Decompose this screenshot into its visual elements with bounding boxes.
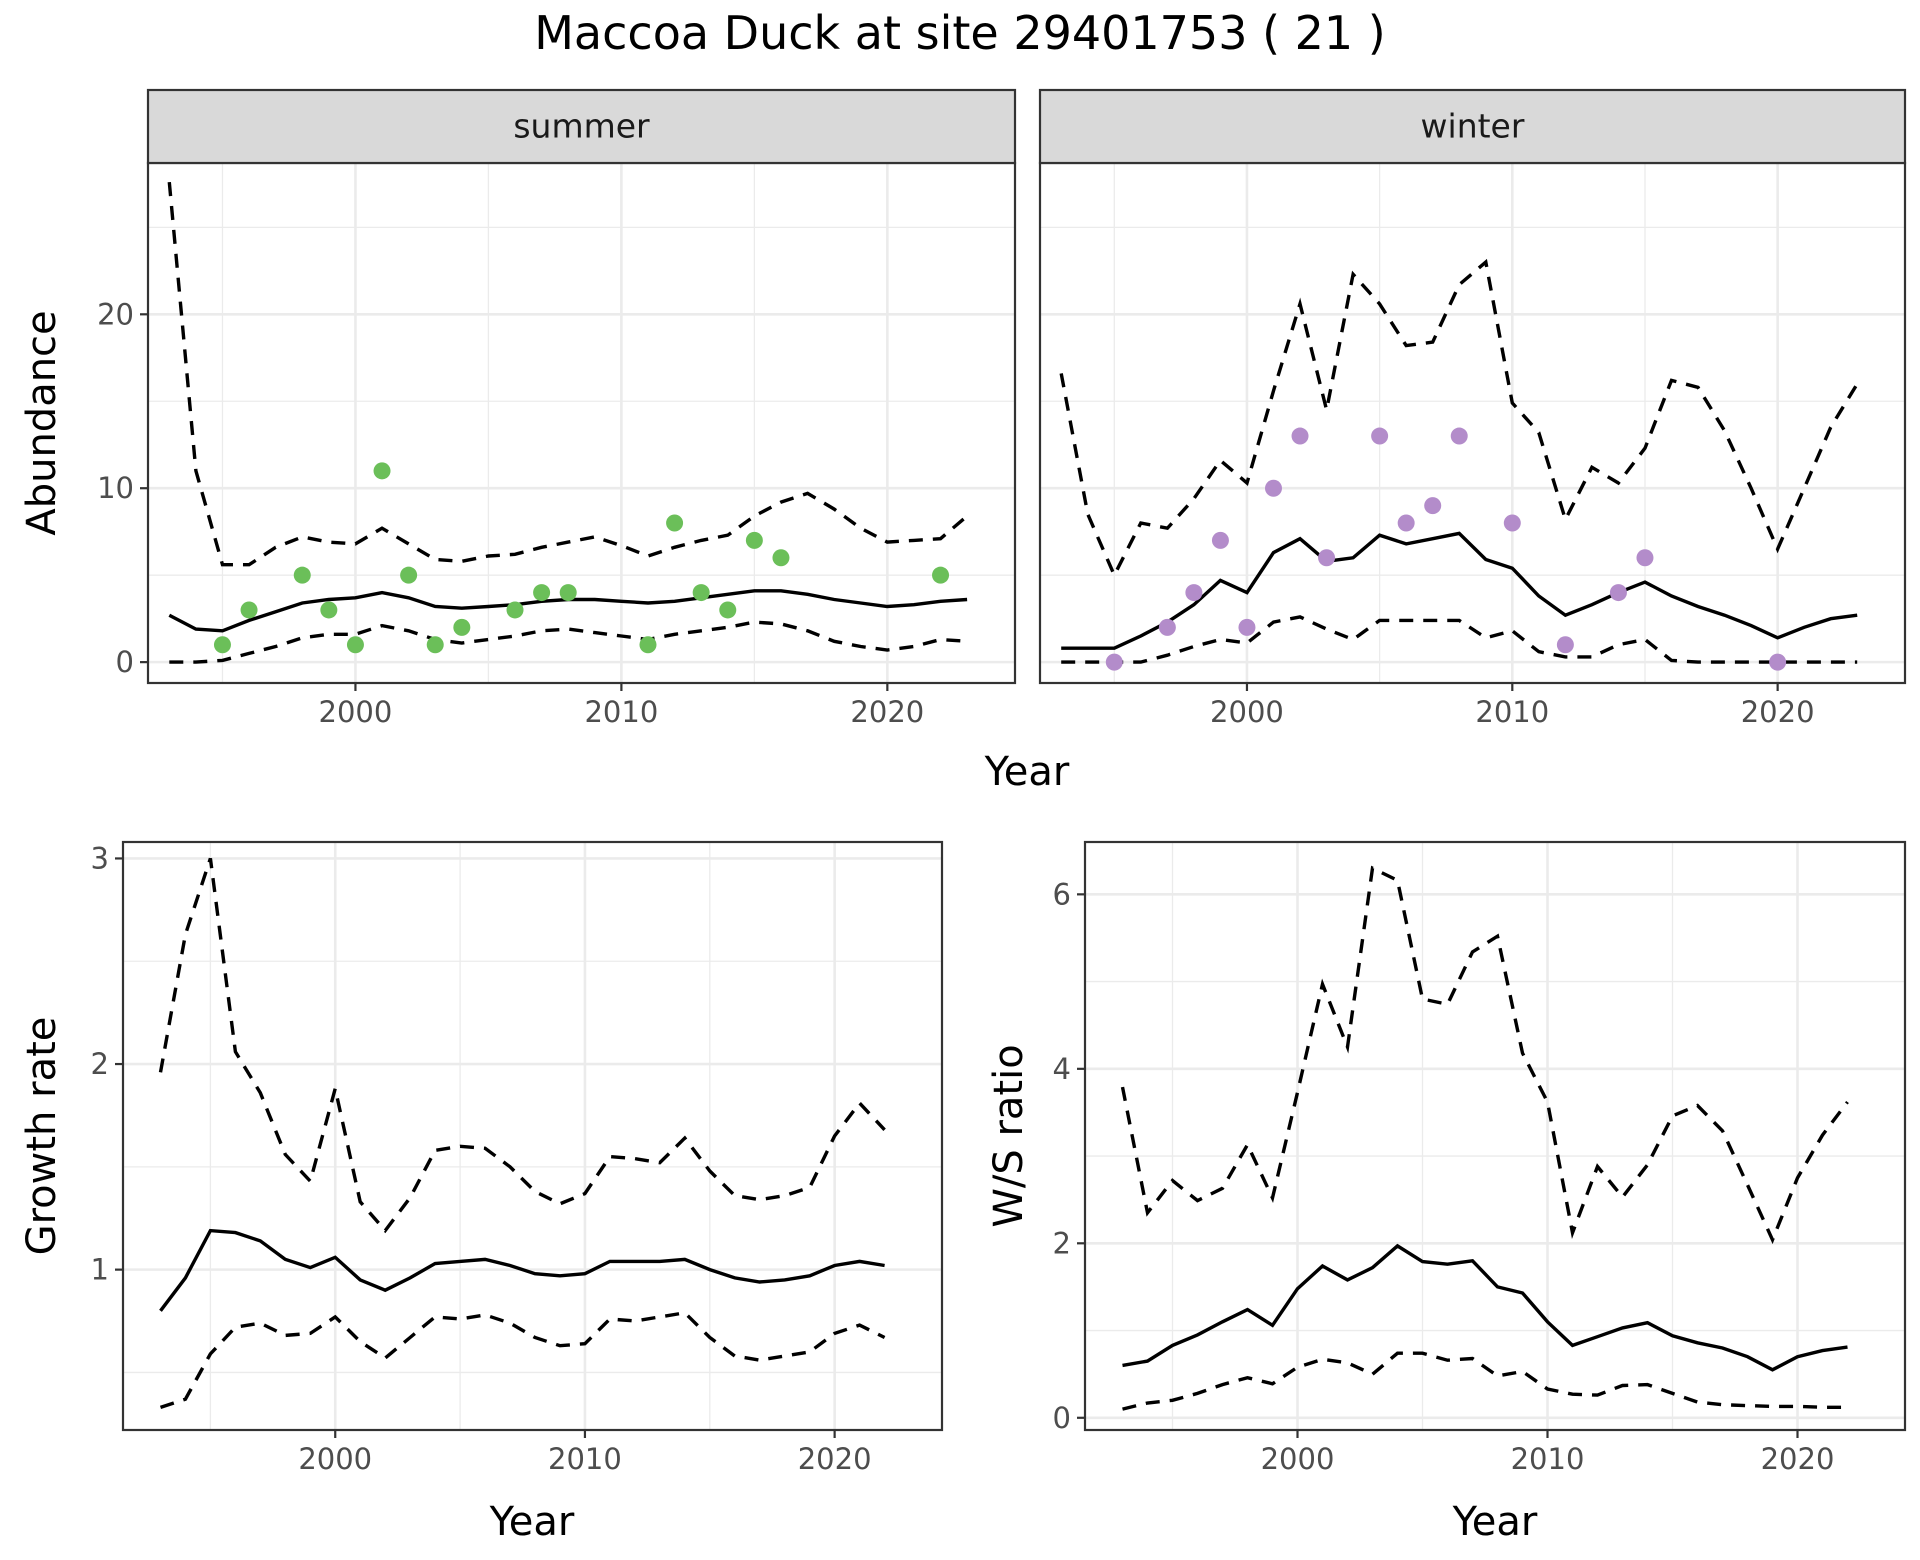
panel-summer: summer 2000 2010 2020 0 10 20 [97,88,1017,729]
y-axis-title: W/S ratio [986,1044,1032,1227]
series-line-estimate [159,1228,885,1312]
x-tick-label: 2020 [1741,695,1815,729]
y-tick-label: 20 [97,297,134,331]
y-tick-label: 1 [91,1253,109,1287]
chart-title: Maccoa Duck at site 29401753 ( 21 ) [534,6,1386,60]
data-point [559,584,577,602]
series-line-lower [1122,1351,1848,1411]
data-point [1503,514,1521,532]
data-point [533,584,551,602]
data-point [320,601,338,619]
y-tick-label: 6 [1053,877,1071,911]
data-point [772,549,790,567]
y-tick-label: 0 [116,645,134,679]
panel-border [1083,840,1907,1432]
y-tick-label: 2 [1053,1226,1071,1260]
facet-label: summer [513,107,650,146]
data-point [639,636,657,654]
data-point [1211,531,1229,549]
series-line-lower [169,620,968,664]
x-axis-title: Year [489,1499,575,1545]
data-point [1636,549,1654,567]
data-point [1105,653,1123,671]
y-tick-label: 3 [91,841,109,875]
data-point [692,584,710,602]
data-point [373,462,391,480]
data-point [1264,479,1282,497]
data-point [666,514,684,532]
data-point [213,636,231,654]
data-point [932,566,950,584]
data-point [1397,514,1415,532]
panel-background [148,163,1015,683]
panel-chart-4: 2000 2010 2020 0 2 4 6 [1053,840,1907,1476]
data-point [426,636,444,654]
data-point [293,566,311,584]
x-tick-label: 2020 [850,695,924,729]
data-point [1424,497,1442,515]
series-line-estimate [1061,531,1858,650]
data-point [1158,618,1176,636]
data-point [346,636,364,654]
x-tick-label: 2000 [319,695,393,729]
series-line-lower [159,1310,886,1410]
series-line-estimate [1122,1243,1848,1372]
facet-label: winter [1421,107,1525,146]
y-tick-label: 0 [1053,1401,1071,1435]
data-point [506,601,524,619]
data-point [1450,427,1468,445]
x-tick-label: 2010 [1475,695,1549,729]
data-point [1556,636,1574,654]
data-point [400,566,418,584]
data-point [719,601,737,619]
x-axis-title: Year [1452,1499,1538,1545]
x-tick-label: 2000 [1261,1442,1335,1476]
x-axis-title: Year [984,749,1070,795]
data-point [453,618,471,636]
data-point [1291,427,1309,445]
data-point [1769,653,1787,671]
panel-background [1085,842,1905,1430]
x-tick-label: 2020 [798,1442,872,1476]
data-point [240,601,258,619]
data-point [1185,584,1203,602]
facet-strip [146,88,1017,165]
y-tick-label: 10 [97,471,134,505]
data-point [1371,427,1389,445]
x-tick-label: 2000 [1210,695,1284,729]
series-line-lower [1061,615,1858,664]
facet-strip [1038,88,1907,165]
panel-chart-3: 2000 2010 2020 1 2 3 [91,840,944,1476]
y-tick-label: 2 [91,1047,109,1081]
panel-winter: winter 2000 2010 2020 [1038,88,1907,729]
series-line-upper [1120,865,1849,1245]
data-point [1609,584,1627,602]
y-tick-label: 4 [1053,1052,1071,1086]
panel-background [123,842,942,1430]
panel-border [121,840,944,1432]
series-line-upper [158,857,886,1234]
x-tick-label: 2010 [584,695,658,729]
panel-background [1040,163,1905,683]
y-axis-title: Abundance [19,310,65,535]
x-tick-label: 2000 [298,1442,372,1476]
y-axis-title: Growth rate [19,1017,65,1256]
data-point [745,531,763,549]
x-tick-label: 2010 [548,1442,622,1476]
x-tick-label: 2020 [1761,1442,1835,1476]
data-point [1318,549,1336,567]
series-line-upper [167,181,969,567]
data-point [1238,618,1256,636]
x-tick-label: 2010 [1511,1442,1585,1476]
